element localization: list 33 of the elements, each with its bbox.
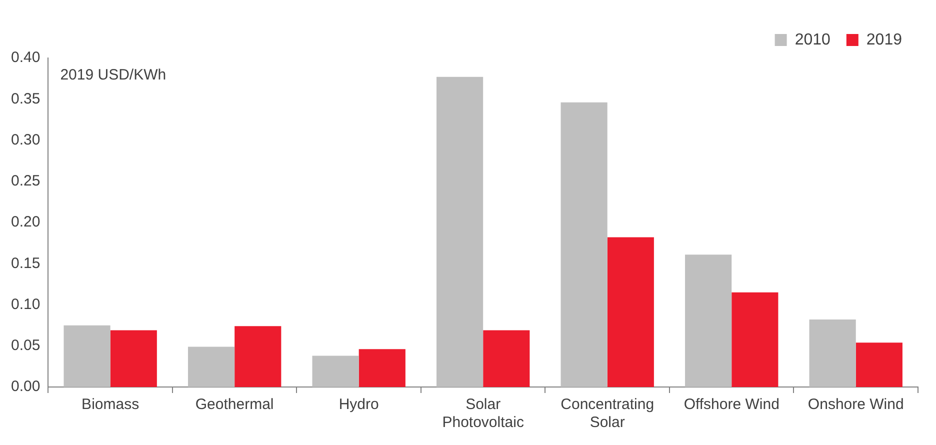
x-tick-label: Offshore Wind	[684, 396, 780, 414]
y-tick-label: 0.35	[10, 90, 40, 108]
bar	[560, 102, 608, 387]
bar	[483, 330, 530, 387]
y-tick-label: 0.25	[10, 172, 40, 190]
bar	[110, 330, 157, 387]
annotation: 2019 USD/KWh	[60, 66, 166, 84]
x-tick-label: Biomass	[82, 396, 140, 414]
y-tick-label: 0.00	[10, 378, 40, 396]
y-tick-label: 0.30	[10, 131, 40, 148]
y-tick-label: 0.05	[10, 337, 40, 354]
bar	[64, 325, 110, 387]
y-tick-label: 0.40	[10, 49, 40, 66]
y-tick-label: 0.20	[10, 214, 40, 231]
y-tick-label: 0.15	[10, 254, 40, 272]
bar	[607, 237, 654, 387]
x-tick-label: Hydro	[338, 396, 379, 414]
x-tick-label: Onshore Wind	[808, 396, 904, 414]
bar	[188, 346, 235, 387]
bar	[685, 254, 732, 387]
x-tick-label: Geothermal	[195, 396, 274, 414]
bar	[856, 342, 902, 387]
bar	[312, 356, 359, 387]
bar	[436, 76, 484, 387]
bar	[809, 320, 856, 387]
y-tick-label: 0.10	[10, 296, 40, 313]
legend-label: 2019	[866, 31, 902, 48]
bar	[358, 349, 406, 387]
legend-label: 2010	[794, 31, 831, 48]
bar	[234, 326, 282, 387]
bar	[732, 292, 778, 387]
x-tick-label: Solar Photovoltaic	[442, 396, 524, 432]
x-tick-label: Concentrating Solar	[560, 396, 654, 432]
